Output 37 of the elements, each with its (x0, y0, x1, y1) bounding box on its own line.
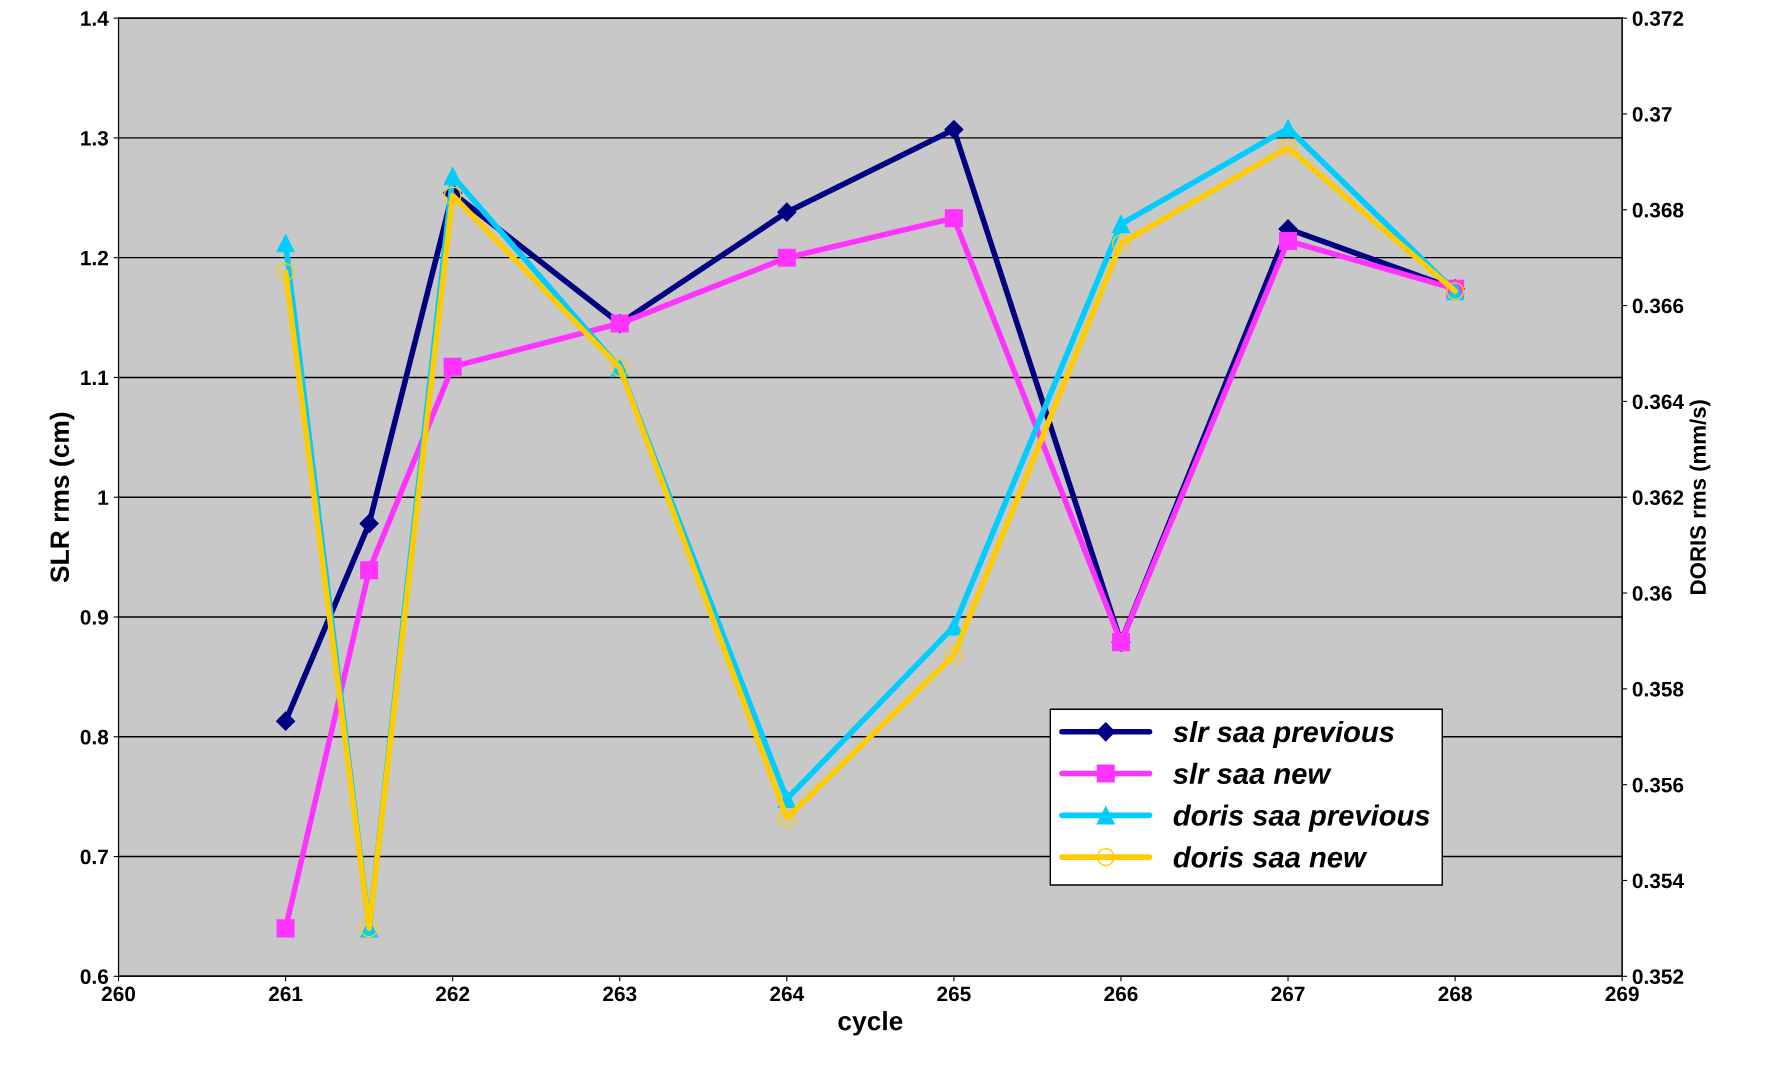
x-tick-label: 261 (268, 986, 303, 1002)
x-tick-label: 265 (937, 986, 971, 1002)
x-tick-label: 264 (770, 986, 805, 1002)
y2-tick-label: 0.364 (1632, 394, 1684, 410)
y2-tick-label: 0.36 (1632, 586, 1672, 601)
y2-tick-label: 0.352 (1632, 969, 1684, 985)
y2-tick-label: 0.358 (1632, 681, 1684, 697)
y2-axis-title: DORIS rms (mm/s) (1689, 400, 1711, 594)
y-tick-label: 0.7 (80, 849, 108, 865)
x-tick-label: 267 (1271, 986, 1305, 1002)
y2-tick-label: 0.372 (1632, 11, 1684, 26)
y-tick-label: 1.1 (81, 370, 109, 385)
y-tick-label: 0.9 (80, 609, 109, 625)
y2-tick-label: 0.368 (1632, 202, 1684, 218)
x-tick-label: 269 (1605, 986, 1639, 1002)
x-axis-title: cycle (838, 1011, 903, 1036)
y-tick-label: 1 (98, 490, 109, 505)
y2-tick-label: 0.366 (1632, 298, 1684, 314)
x-tick-label: 260 (101, 986, 136, 1002)
y-tick-label: 1.4 (81, 11, 109, 26)
x-tick-label: 262 (436, 986, 470, 1002)
y2-tick-label: 0.37 (1632, 106, 1672, 122)
legend-label: doris saa previous (1173, 804, 1430, 832)
legend-label: slr saa previous (1173, 720, 1394, 749)
x-tick-label: 263 (603, 986, 637, 1002)
y-tick-label: 0.8 (80, 729, 109, 745)
y-tick-label: 1.2 (81, 250, 108, 266)
y2-tick-label: 0.356 (1632, 777, 1684, 793)
legend-label: doris saa new (1173, 846, 1368, 868)
y-tick-label: 1.3 (81, 130, 109, 146)
y2-tick-label: 0.354 (1632, 873, 1684, 889)
legend-label: slr saa new (1173, 762, 1332, 785)
y2-tick-label: 0.362 (1632, 490, 1684, 506)
y-tick-label: 0.6 (80, 969, 109, 985)
y-axis-title: SLR rms (cm) (49, 412, 75, 583)
x-tick-label: 268 (1438, 986, 1472, 1002)
x-tick-label: 266 (1104, 986, 1138, 1002)
